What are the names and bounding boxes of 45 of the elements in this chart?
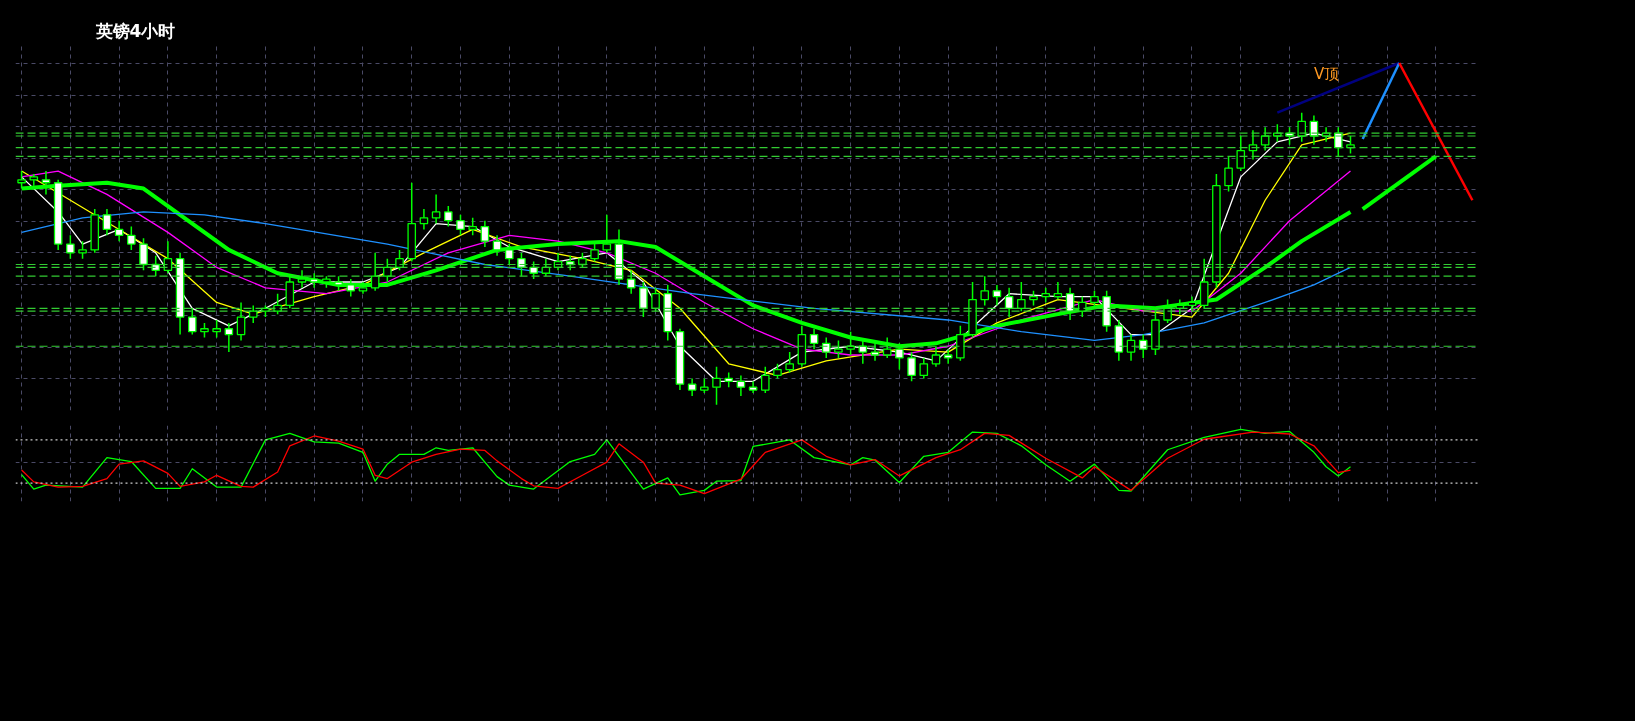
candlestick: [395, 249, 404, 272]
candlestick: [1053, 281, 1063, 301]
candlestick: [760, 365, 770, 394]
candlestick: [187, 307, 197, 336]
candlestick: [431, 193, 441, 225]
chart-title: 英镑4小时: [94, 20, 176, 41]
candlestick: [444, 205, 453, 228]
candlestick: [102, 208, 112, 237]
candlestick: [992, 284, 1002, 307]
candlestick: [456, 214, 465, 237]
candlestick: [919, 357, 929, 380]
candlestick: [1004, 287, 1014, 318]
candlestick: [114, 219, 124, 242]
candlestick: [139, 237, 148, 272]
candlestick: [1224, 155, 1233, 193]
candlestick: [127, 225, 136, 251]
candlestick: [1126, 333, 1136, 362]
candlestick: [980, 275, 990, 307]
text: V顶: [1313, 65, 1340, 84]
candlestick: [712, 365, 721, 406]
candlestick: [1065, 287, 1075, 321]
candlestick: [626, 269, 636, 295]
candlestick: [504, 243, 514, 266]
candlestick: [1017, 281, 1026, 312]
candlestick: [370, 252, 380, 292]
candlestick: [285, 275, 295, 310]
candlestick: [492, 234, 502, 257]
candlestick: [602, 214, 612, 254]
candlestick: [1077, 295, 1087, 318]
candlestick: [309, 272, 319, 289]
candlestick: [1236, 135, 1246, 172]
candlestick: [236, 301, 246, 342]
candlestick: [639, 281, 648, 318]
candlestick: [383, 257, 392, 283]
candlestick: [785, 351, 794, 374]
candlestick: [651, 287, 660, 312]
candlestick: [943, 348, 953, 365]
candlestick: [66, 234, 75, 260]
candlestick: [1138, 333, 1148, 359]
candlestick: [480, 219, 490, 248]
candlestick: [1199, 257, 1209, 310]
candlestick: [419, 208, 429, 231]
candlestick: [1163, 298, 1172, 324]
candlestick: [297, 269, 307, 289]
candlestick: [224, 322, 234, 353]
